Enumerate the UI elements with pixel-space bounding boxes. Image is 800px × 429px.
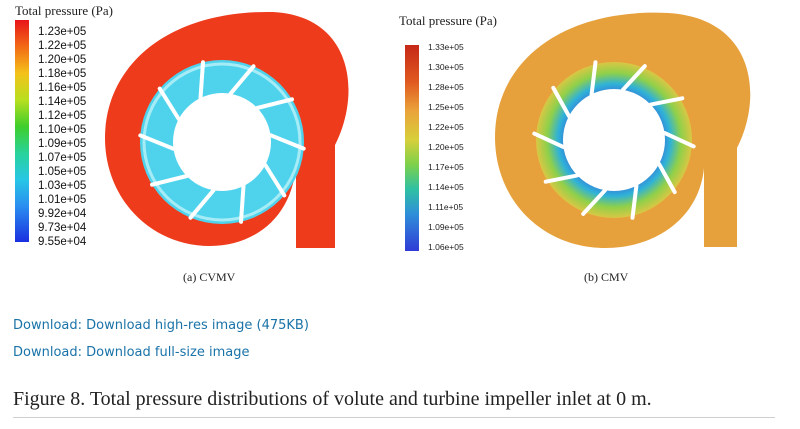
tick-label: 1.14e+05 xyxy=(38,96,87,108)
impeller-blade xyxy=(589,60,598,97)
tick-label: 1.18e+05 xyxy=(38,68,87,80)
tick-label: 1.33e+05 xyxy=(428,42,464,52)
impeller-blade xyxy=(630,183,639,220)
impeller-blade xyxy=(620,64,647,92)
tick-label: 1.14e+05 xyxy=(428,182,464,192)
tick-label: 1.16e+05 xyxy=(38,82,87,94)
colorbar-b xyxy=(405,45,419,251)
tick-label: 1.17e+05 xyxy=(428,162,464,172)
impeller-blade xyxy=(157,86,181,121)
tick-label: 1.12e+05 xyxy=(38,110,87,122)
tick-label: 1.11e+05 xyxy=(428,202,464,212)
tick-label: 1.20e+05 xyxy=(38,54,87,66)
impeller-blade xyxy=(138,133,176,151)
impeller-blade xyxy=(662,130,696,149)
tick-label: 1.25e+05 xyxy=(428,102,464,112)
tick-label: 1.10e+05 xyxy=(38,124,87,136)
caption-a: (a) CVMV xyxy=(183,270,236,284)
figure-caption: Figure 8. Total pressure distributions o… xyxy=(13,388,652,410)
figure-panel-b: Total pressure (Pa) xyxy=(392,0,800,300)
download-high-res-link[interactable]: Download: Download high-res image (475KB… xyxy=(13,318,309,333)
tick-label: 1.07e+05 xyxy=(38,152,87,164)
download-full-size-link[interactable]: Download: Download full-size image xyxy=(13,345,250,360)
impeller-blade xyxy=(657,161,677,195)
impeller-blades-b xyxy=(532,60,696,220)
tick-label: 9.55e+04 xyxy=(38,236,87,248)
impeller-blade xyxy=(551,85,571,119)
contour-plot-a xyxy=(15,11,349,248)
impeller-blade xyxy=(263,163,287,198)
tick-label: 1.23e+05 xyxy=(38,26,87,38)
caption-b: (b) CMV xyxy=(584,270,629,284)
legend-title-b: Total pressure (Pa) xyxy=(399,13,498,28)
impeller-blade xyxy=(648,96,685,107)
tick-label: 1.22e+05 xyxy=(38,40,87,52)
impeller-blade xyxy=(543,173,580,184)
colorbar-a xyxy=(15,20,29,242)
impeller-blades-a xyxy=(138,60,306,224)
contour-plot-b xyxy=(405,12,751,251)
impeller-blade xyxy=(150,174,189,187)
impeller-blade xyxy=(532,131,566,150)
tick-label: 1.01e+05 xyxy=(38,194,87,206)
impeller-hub-a xyxy=(173,93,271,191)
tick-label: 9.73e+04 xyxy=(38,222,87,234)
divider xyxy=(13,417,775,418)
tick-label: 1.22e+05 xyxy=(428,122,464,132)
legend-title-a: Total pressure (Pa) xyxy=(15,3,114,18)
impeller-blade xyxy=(198,60,205,100)
impeller-blade xyxy=(581,188,608,216)
tick-label: 9.92e+04 xyxy=(38,208,87,220)
tick-label: 1.20e+05 xyxy=(428,142,464,152)
tick-label: 1.05e+05 xyxy=(38,166,87,178)
impeller-ring-edge-a xyxy=(142,62,302,222)
impeller-blade xyxy=(268,133,306,151)
tick-label: 1.30e+05 xyxy=(428,62,464,72)
tick-label: 1.09e+05 xyxy=(428,222,464,232)
impeller-blade xyxy=(188,188,216,220)
impeller-blade xyxy=(228,64,256,96)
tick-label: 1.28e+05 xyxy=(428,82,464,92)
tick-label: 1.03e+05 xyxy=(38,180,87,192)
figure-panel-a: Total pressure (Pa) 1.23e+05 1 xyxy=(0,0,400,300)
impeller-hub-b xyxy=(563,89,665,191)
tick-label: 1.09e+05 xyxy=(38,138,87,150)
impeller-blade xyxy=(239,184,246,224)
tick-label: 1.06e+05 xyxy=(428,242,464,252)
impeller-blade xyxy=(255,97,294,110)
